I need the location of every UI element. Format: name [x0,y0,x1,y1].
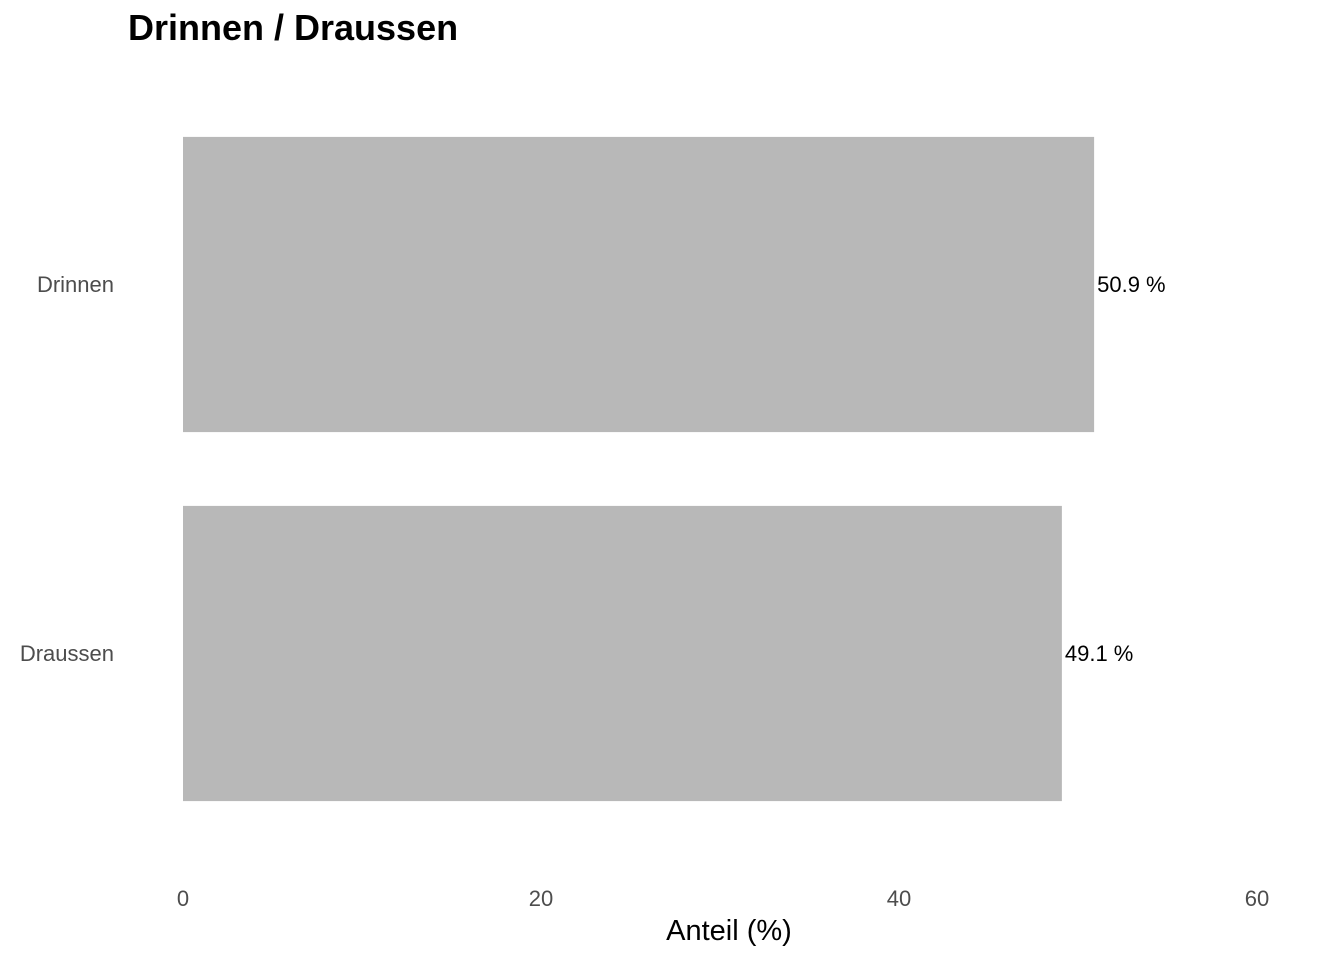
x-tick-label-60: 60 [1245,886,1269,911]
category-label-draussen: Draussen [20,641,114,666]
bars-group [183,136,1095,802]
x-axis-title: Anteil (%) [666,915,792,947]
x-axis-tick-labels: 0 20 40 60 [177,886,1269,911]
x-tick-label-0: 0 [177,886,189,911]
value-label-drinnen: 50.9 % [1097,272,1166,297]
x-tick-label-20: 20 [529,886,553,911]
y-axis-category-labels: Drinnen Draussen [20,272,114,666]
category-label-drinnen: Drinnen [37,272,114,297]
value-labels-group: 50.9 % 49.1 % [1065,272,1166,666]
bar-drinnen [183,136,1095,433]
x-tick-label-40: 40 [887,886,911,911]
value-label-draussen: 49.1 % [1065,641,1134,666]
chart-title: Drinnen / Draussen [128,7,458,48]
bar-draussen [183,505,1062,802]
